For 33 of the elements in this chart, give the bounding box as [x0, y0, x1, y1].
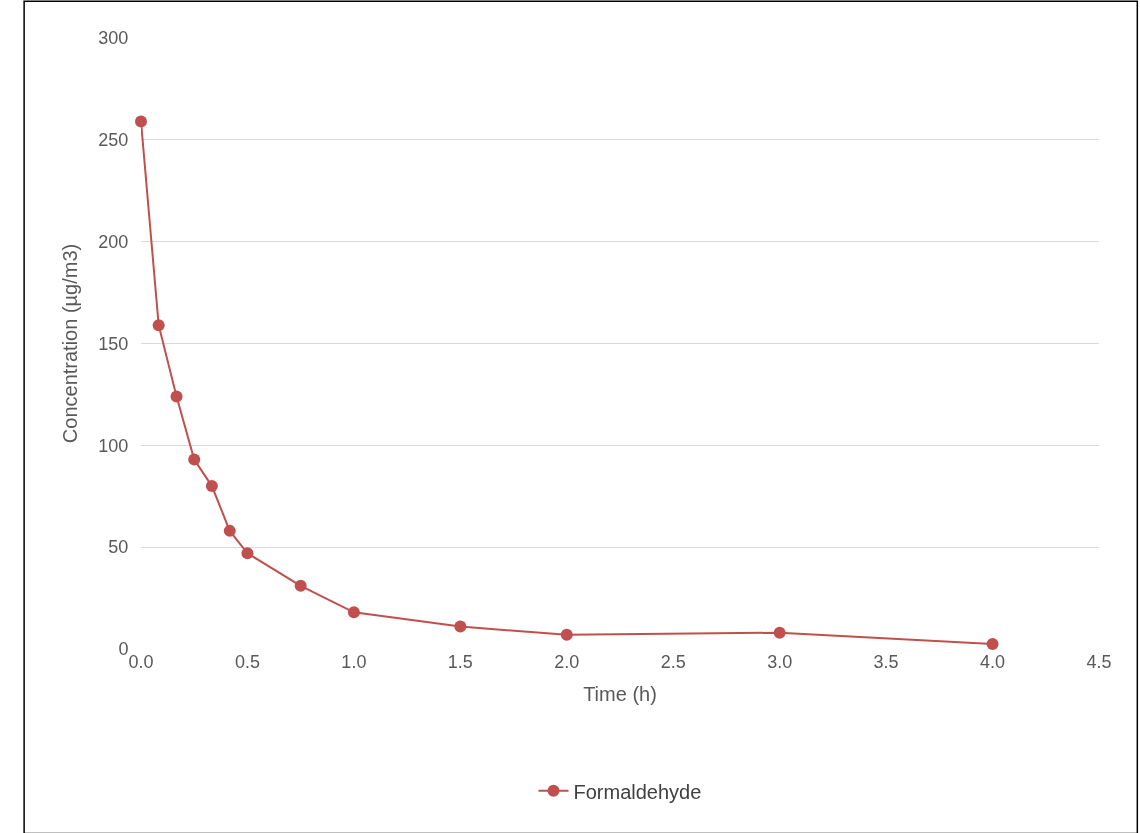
point	[152, 319, 165, 332]
x-tick-label: 3.5	[873, 652, 899, 672]
point	[986, 637, 999, 650]
y-tick-label: 50	[108, 537, 129, 558]
point	[294, 579, 307, 592]
x-tick-label: 0.0	[128, 652, 154, 672]
x-tick-label: 1.0	[341, 652, 367, 672]
x-tick-label: 4.0	[980, 652, 1006, 672]
point	[135, 115, 147, 128]
y-axis-title: Concentration (µg/m3)	[58, 243, 81, 444]
point	[205, 480, 218, 493]
x-tick-label: 0.5	[234, 652, 260, 672]
point	[241, 547, 254, 560]
point	[454, 620, 467, 633]
y-tick-label: 100	[98, 435, 129, 456]
y-tick-label: 150	[98, 333, 129, 354]
x-tick-label: 2.5	[660, 652, 686, 672]
legend-label: Formaldehyde	[573, 780, 702, 803]
x-tick-label: 4.5	[1086, 652, 1112, 672]
x-tick-label: 3.0	[767, 652, 793, 672]
point	[170, 390, 183, 403]
x-tick-label: 2.0	[554, 652, 580, 672]
x-tick-label: 1.5	[447, 652, 473, 672]
y-tick-label: 250	[98, 130, 129, 151]
point	[560, 628, 573, 641]
y-tick-label: 200	[98, 231, 129, 252]
point	[773, 626, 786, 639]
point	[223, 524, 236, 537]
point	[347, 606, 360, 619]
x-axis-title: Time (h)	[583, 682, 657, 705]
y-tick-label: 0	[118, 639, 129, 660]
y-tick-label: 300	[98, 28, 129, 49]
point	[188, 453, 201, 466]
